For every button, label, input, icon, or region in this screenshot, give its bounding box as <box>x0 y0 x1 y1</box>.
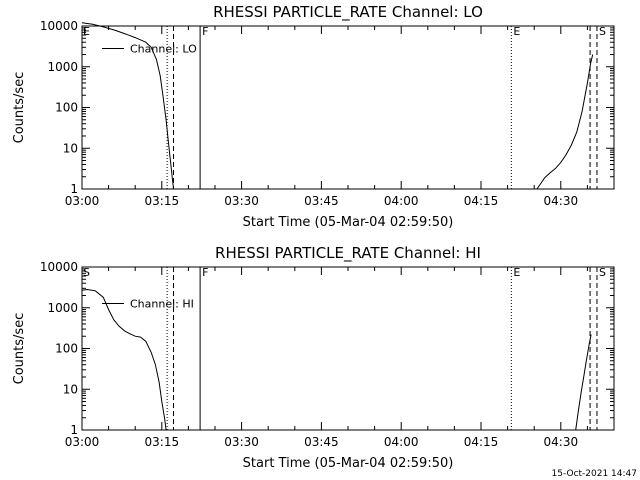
x-tick-label: 03:15 <box>145 435 180 449</box>
y-tick-label: 100 <box>55 342 78 356</box>
y-axis-label: Counts/sec <box>12 72 27 144</box>
series-line-segment <box>81 22 174 190</box>
y-tick-label: 1000 <box>47 301 78 315</box>
x-tick-label: 03:45 <box>304 194 339 208</box>
event-mark: F <box>202 266 208 279</box>
y-tick-label: 100 <box>55 101 78 115</box>
y-axis-label: Counts/sec <box>12 313 27 385</box>
x-tick-label: 04:30 <box>544 435 579 449</box>
y-tick-label: 1000 <box>47 60 78 74</box>
y-tick-label: 1 <box>70 182 78 196</box>
series-line-segment <box>81 288 167 431</box>
x-axis-label: Start Time (05-Mar-04 02:59:50) <box>243 456 454 471</box>
series-line-segment <box>536 54 594 190</box>
x-tick-label: 03:00 <box>65 194 100 208</box>
y-tick-label: 10000 <box>40 19 78 33</box>
event-mark: F <box>202 25 208 38</box>
corner-event-mark: E <box>83 25 90 38</box>
x-tick-label: 04:15 <box>464 435 499 449</box>
event-mark: E <box>513 25 520 38</box>
panel-channel-lo: RHESSI PARTICLE_RATE Channel: LO 1 10 100 10… <box>12 3 615 230</box>
panel-channel-hi: RHESSI PARTICLE_RATE Channel: HI 1 10 100 10… <box>12 244 615 471</box>
y-tick-label: 10 <box>63 382 78 396</box>
plot-frame <box>81 266 615 431</box>
x-tick-label: 03:30 <box>224 435 259 449</box>
x-tick-label: 03:00 <box>65 435 100 449</box>
legend-label: Channel: HI <box>130 297 194 310</box>
event-mark: E <box>513 266 520 279</box>
y-tick-label: 1 <box>70 423 78 437</box>
x-tick-label: 04:15 <box>464 194 499 208</box>
timestamp: 15-Oct-2021 14:47 <box>552 469 637 479</box>
event-mark: S <box>599 266 606 279</box>
x-tick-label: 03:45 <box>304 435 339 449</box>
event-mark: S <box>599 25 606 38</box>
x-tick-label: 04:00 <box>384 194 419 208</box>
series-line-segment <box>575 334 592 431</box>
corner-event-mark: S <box>83 266 90 279</box>
x-tick-label: 04:30 <box>544 194 579 208</box>
y-tick-label: 10 <box>63 141 78 155</box>
chart-title: RHESSI PARTICLE_RATE Channel: HI <box>215 244 481 263</box>
x-tick-label: 03:15 <box>145 194 180 208</box>
chart-title: RHESSI PARTICLE_RATE Channel: LO <box>213 3 483 22</box>
x-axis-label: Start Time (05-Mar-04 02:59:50) <box>243 215 454 230</box>
x-tick-label: 03:30 <box>224 194 259 208</box>
legend-label: Channel: LO <box>130 42 197 55</box>
x-tick-label: 04:00 <box>384 435 419 449</box>
y-tick-label: 10000 <box>40 260 78 274</box>
